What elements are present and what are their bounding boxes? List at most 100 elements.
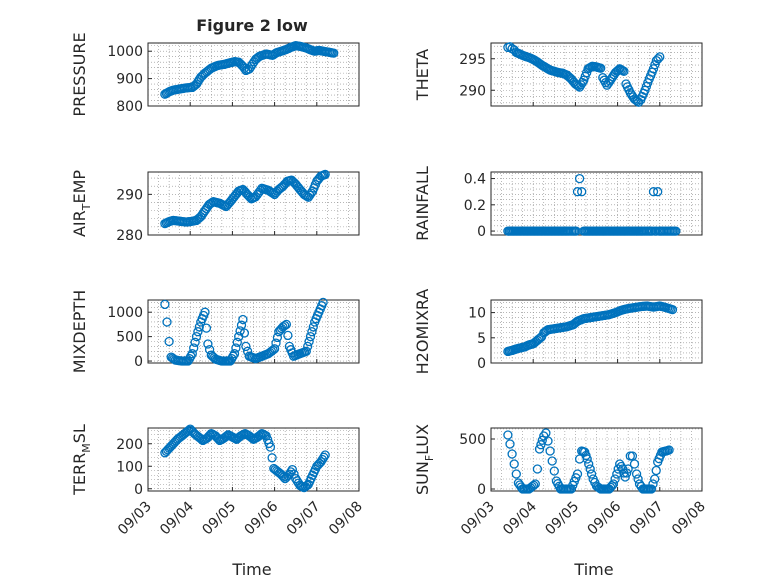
panel-mixdepth: 0 500 1000 MIXDEPTH (70, 290, 360, 373)
terr_msl-ylabel-tail: SL (70, 424, 89, 443)
mixdepth-data-point (225, 356, 235, 366)
h2omixra-ylabel-main: H2OMIXRA (413, 289, 432, 375)
mixdepth-data-point (203, 339, 213, 349)
mixdepth-data-point (194, 322, 204, 332)
air_temp-ytick-label: 280 (116, 228, 143, 244)
terr_msl-data-point (317, 454, 328, 465)
sun_flux-data-point (537, 435, 547, 445)
mixdepth-data-point (308, 322, 318, 332)
mixdepth-data-point (231, 343, 241, 353)
sun_flux-data-point (620, 472, 630, 482)
sun_flux-data-point (610, 474, 620, 484)
terr_msl-data-point (316, 457, 326, 467)
mixdepth-data-point (164, 336, 174, 347)
rainfall-data-point (651, 226, 661, 236)
x-axis-label-left: Time (231, 560, 271, 579)
sun_flux-data-point (633, 474, 643, 484)
air_temp-ylabel-main: AIR (70, 210, 89, 237)
terr_msl-xtick-label: 09/08 (326, 499, 366, 539)
panel-sun_flux: 0 500 09/03 09/04 09/05 09/06 09/07 09/08 SUNFLU… (413, 424, 709, 538)
terr_msl-xtick-label: 09/05 (199, 499, 239, 539)
mixdepth-data-point (303, 341, 313, 352)
h2omixra-data-point (534, 334, 544, 344)
sun_flux-data-point (612, 469, 622, 479)
mixdepth-data-point (193, 327, 203, 337)
terr_msl-data-point (291, 473, 301, 484)
sun_flux-ylabel-tail: LUX (413, 424, 432, 455)
terr_msl-xtick-label: 09/03 (115, 499, 155, 539)
rainfall-data-point (572, 187, 583, 197)
panel-terr_msl: 0 100 200 09/03 09/04 09/05 09/06 09/07 09/08 TER… (70, 424, 366, 538)
mixdepth-data-point (227, 353, 237, 364)
mixdepth-data-point (201, 323, 212, 333)
sun_flux-data-point (549, 466, 559, 476)
sun_flux-xtick-label: 09/03 (458, 499, 498, 539)
terr_msl-data-point (320, 450, 330, 460)
mixdepth-data-point (184, 353, 195, 364)
pressure-ytick-label: 900 (116, 72, 143, 88)
sun_flux-data-point (572, 469, 583, 479)
mixdepth-data-point (232, 337, 242, 347)
terr_msl-data-point (277, 470, 287, 481)
mixdepth-ylabel: MIXDEPTH (70, 290, 89, 373)
mixdepth-ytick-label: 500 (116, 330, 143, 346)
mixdepth-data-point (304, 336, 314, 347)
rainfall-data-point (671, 226, 681, 236)
sun_flux-data-point (530, 479, 540, 489)
mixdepth-data-point (283, 330, 293, 341)
mixdepth-data-point (187, 349, 197, 359)
theta-ylabel-main: THETA (413, 49, 432, 101)
theta-data-point (653, 54, 663, 64)
sun_flux-data-point (507, 449, 517, 459)
terr_msl-ytick-label: 0 (134, 482, 143, 498)
theta-data-point (596, 63, 606, 73)
rainfall-ylabel: RAINFALL (413, 166, 432, 241)
air_temp-ylabel-tail: EMP (70, 170, 89, 204)
sun_flux-data-point (584, 459, 594, 469)
h2omixra-ylabel: H2OMIXRA (413, 289, 432, 375)
sun_flux-data-point (509, 459, 519, 469)
mixdepth-data-point (307, 327, 317, 337)
theta-data-point (648, 64, 659, 74)
sun_flux-data-point (664, 445, 674, 455)
sun_flux-ytick-label: 0 (477, 482, 486, 498)
mixdepth-data-point (238, 314, 248, 325)
pressure-ytick-label: 800 (116, 99, 143, 115)
sun_flux-data-point (511, 469, 521, 479)
sun_flux-data-point (532, 464, 543, 474)
sun_flux-data-point (503, 430, 513, 440)
theta-data-point (574, 82, 585, 92)
mixdepth-data-point (183, 356, 193, 366)
mixdepth-data-point (281, 319, 292, 330)
pressure-data-point (246, 61, 256, 72)
panel-pressure: 800 900 1000 PRESSURE (70, 32, 360, 117)
rainfall-ytick-label: 0.4 (464, 172, 486, 188)
pressure-ytick-label: 1000 (107, 44, 143, 60)
rainfall-data-point (653, 187, 663, 197)
terr_msl-data-point (279, 472, 289, 482)
panel-air_temp: 280 290 AIRTEMP (70, 170, 360, 244)
terr_msl-data-point (319, 452, 329, 462)
mixdepth-data-point (241, 341, 251, 352)
theta-data-point (577, 77, 588, 88)
sun_flux-data-point (505, 439, 515, 449)
sun_flux-data-point (615, 459, 625, 469)
sun_flux-data-point (629, 459, 640, 469)
rainfall-ytick-label: 0 (477, 224, 486, 240)
mixdepth-data-point (269, 344, 280, 354)
air_temp-ylabel: AIRTEMP (70, 170, 93, 237)
sun_flux-data-point (651, 465, 661, 476)
sun_flux-xtick-label: 09/08 (669, 499, 709, 539)
h2omixra-data-point (667, 304, 678, 315)
sun_flux-data-point (547, 456, 557, 466)
air_temp-data-point (306, 188, 316, 198)
air_temp-ytick-label: 290 (116, 187, 143, 203)
sun_flux-data-point (529, 480, 539, 490)
mixdepth-data-point (236, 320, 247, 330)
mixdepth-data-point (318, 297, 328, 308)
mixdepth-data-point (305, 331, 316, 342)
mixdepth-ytick-label: 0 (134, 354, 143, 370)
mixdepth-data-point (162, 317, 172, 327)
sun_flux-data-point (622, 468, 632, 478)
mixdepth-data-point (200, 307, 210, 317)
